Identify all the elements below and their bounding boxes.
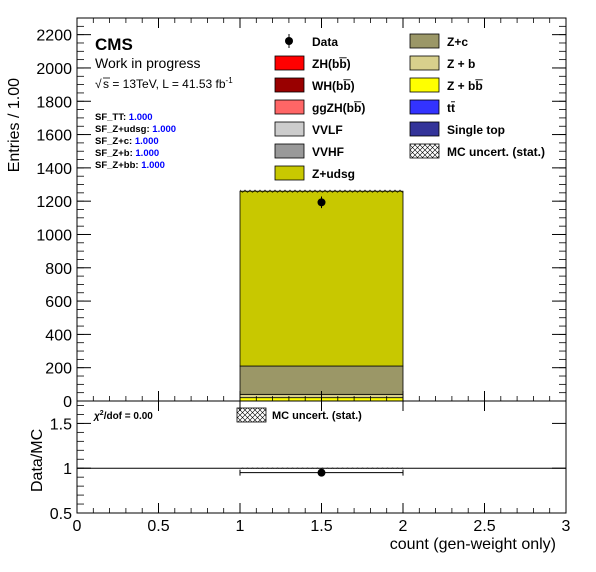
main-y-tick-label-8: 1600 (36, 128, 72, 145)
legend-label-9: Z + bb (447, 79, 483, 93)
scale-factor-2: SF_Z+c: 1.000 (95, 136, 159, 147)
scale-factor-value: 1.000 (135, 148, 159, 159)
energy-lumi-text: s = 13TeV, L = 41.53 fb (103, 77, 226, 91)
chi2-label: χ2/dof = 0.00 (93, 410, 153, 422)
ratio-content (77, 467, 566, 477)
ratio-y-tick-label-1: 1 (63, 461, 72, 478)
stack-bar-2 (239, 365, 404, 395)
scale-factor-3: SF_Z+b: 1.000 (95, 148, 159, 159)
legend-swatch-9 (409, 77, 440, 93)
legend-label-4: VVLF (312, 123, 343, 137)
ratio-y-ticks: 0.5 1 1.5 (50, 405, 566, 523)
ratio-point (317, 468, 326, 477)
legend-label-6: Z+udsg (312, 167, 355, 181)
main-y-ticks: 0 200 400 600 800 1000 1200 1400 1600 1800 2000 220… (36, 17, 566, 411)
legend-label-0: Data (312, 35, 338, 49)
legend-label-2: WH(bb) (312, 79, 355, 93)
ratio-x-ticks: 0 0.5 1 1.5 2 2.5 3 (73, 401, 571, 535)
ratio-y-tick-label-0: 0.5 (50, 506, 72, 523)
main-y-tick-label-0: 0 (63, 394, 72, 411)
main-y-tick-label-4: 800 (45, 261, 72, 278)
chi2-text: /dof = 0.00 (104, 411, 154, 422)
main-y-tick-label-7: 1400 (36, 161, 72, 178)
legend-label-12: MC uncert. (stat.) (447, 145, 545, 159)
svg-text:s = 13TeV, L = 41.53 fb-1: s = 13TeV, L = 41.53 fb-1 (103, 76, 233, 91)
scale-factor-name: SF_Z+c: (95, 136, 135, 147)
legend-swatch-2 (274, 77, 305, 93)
main-y-tick-label-3: 600 (45, 294, 72, 311)
scale-factor-value: 1.000 (135, 136, 159, 147)
ratio-x-tick-label-0: 0 (73, 518, 82, 535)
legend-swatch-1 (274, 55, 305, 71)
mc-uncert-band (240, 189, 403, 193)
ratio-y-tick-label-2: 1.5 (50, 416, 72, 433)
legend-swatch-5 (274, 143, 305, 159)
legend-label-7: Z+c (447, 35, 468, 49)
legend-swatch-6 (274, 165, 305, 181)
data-point (317, 198, 326, 207)
legend-swatch-11 (409, 121, 440, 137)
scale-factor-name: SF_Z+bb: (95, 160, 141, 171)
ratio-legend-hatch (236, 407, 267, 423)
legend-swatch-10 (409, 99, 440, 115)
svg-text:√: √ (95, 77, 102, 91)
ratio-x-tick-label-3: 1.5 (310, 518, 332, 535)
legend-swatch-8 (409, 55, 440, 71)
scale-factor-name: SF_Z+udsg: (95, 124, 152, 135)
energy-lumi-exponent: -1 (226, 76, 234, 85)
scale-factor-4: SF_Z+bb: 1.000 (95, 160, 165, 171)
legend-label-10: tt (447, 101, 455, 115)
legend-swatch-7 (409, 33, 440, 49)
ratio-x-tick-label-6: 3 (562, 518, 571, 535)
main-y-tick-label-6: 1200 (36, 194, 72, 211)
main-y-tick-label-5: 1000 (36, 227, 72, 244)
legend-swatch-hatch (409, 143, 440, 159)
cms-label: CMS (95, 35, 133, 54)
main-y-tick-label-1: 200 (45, 361, 72, 378)
main-x-ticks (76, 18, 567, 401)
work-in-progress-label: Work in progress (95, 55, 201, 71)
legend-label-11: Single top (447, 123, 505, 137)
stack-bar-3 (239, 190, 404, 367)
scale-factor-value: 1.000 (141, 160, 165, 171)
legend-label-8: Z + b (447, 57, 475, 71)
energy-lumi-label: √ s = 13TeV, L = 41.53 fb-1 (95, 76, 233, 91)
scale-factor-1: SF_Z+udsg: 1.000 (95, 124, 176, 135)
main-y-tick-label-10: 2000 (36, 61, 72, 78)
stacked-histogram (239, 189, 404, 402)
ratio-panel: 0 0.5 1 1.5 2 2.5 3 0.511.5 Data/MC count (gen… (29, 400, 571, 553)
main-y-tick-label-9: 1800 (36, 94, 72, 111)
ratio-x-tick-label-4: 2 (399, 518, 408, 535)
legend-swatch-4 (274, 121, 305, 137)
legend-label-1: ZH(bb) (312, 57, 351, 71)
ratio-y-axis-label: Data/MC (29, 429, 46, 492)
scale-factor-value: 1.000 (129, 112, 153, 123)
legend: Data ZH(bb) WH(bb) ggZH(bb) VVLF VVHF Z+udsg Z+… (274, 33, 545, 181)
ratio-x-tick-label-2: 1 (236, 518, 245, 535)
main-y-tick-label-2: 400 (45, 327, 72, 344)
ratio-uncert-band (240, 467, 403, 469)
main-y-tick-label-11: 2200 (36, 28, 72, 45)
legend-label-5: VVHF (312, 145, 344, 159)
legend-label-3: ggZH(bb) (312, 101, 365, 115)
scale-factor-name: SF_Z+b: (95, 148, 135, 159)
ratio-x-tick-label-1: 0.5 (147, 518, 169, 535)
legend-swatch-3 (274, 99, 305, 115)
ratio-x-tick-label-5: 2.5 (473, 518, 495, 535)
main-y-axis-label: Entries / 1.00 (6, 78, 23, 172)
ratio-legend-label: MC uncert. (stat.) (272, 410, 362, 422)
scale-factor-value: 1.000 (152, 124, 176, 135)
scale-factor-name: SF_TT: (95, 112, 129, 123)
scale-factor-0: SF_TT: 1.000 (95, 112, 153, 123)
ratio-legend: MC uncert. (stat.) (236, 407, 362, 423)
main-panel: 0 200 400 600 800 1000 1200 1400 1600 1800 2000 220… (6, 17, 567, 411)
ratio-x-axis-label: count (gen-weight only) (390, 536, 556, 553)
